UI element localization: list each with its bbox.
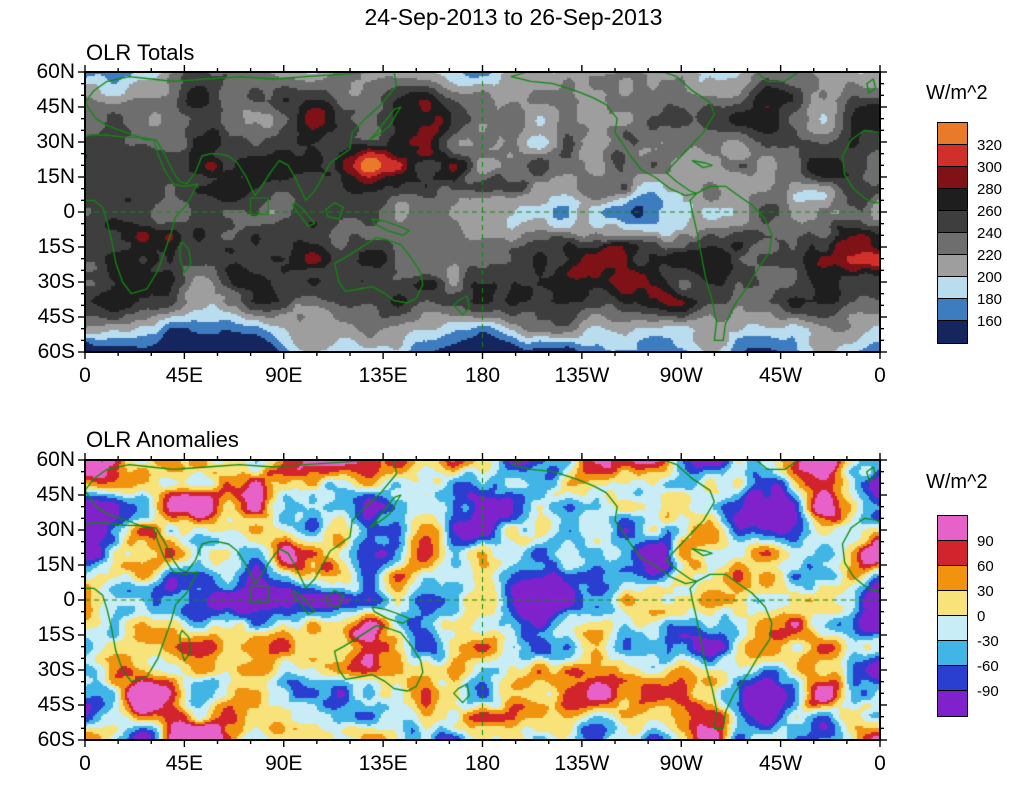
colorbar-cell — [938, 616, 967, 641]
y-tick-label: 15N — [36, 165, 75, 188]
y-tick-label: 45N — [36, 95, 75, 118]
y-tick-label: 60N — [36, 60, 75, 83]
colorbar-tick-label: 30 — [977, 583, 994, 600]
x-tick-label: 45E — [165, 364, 204, 387]
colorbar-cell — [938, 691, 967, 716]
colorbar-cell — [938, 189, 967, 211]
x-tick-label: 0 — [874, 752, 886, 775]
x-tick-label: 90W — [659, 364, 703, 387]
x-tick-label: 180 — [464, 364, 501, 387]
colorbar-cell — [938, 277, 967, 299]
colorbar-cell — [938, 566, 967, 591]
colorbar-cell — [938, 255, 967, 277]
colorbar-cell — [938, 211, 967, 233]
colorbar-tick-label: 320 — [977, 137, 1003, 154]
colorbar-tick-label: 240 — [977, 225, 1003, 242]
colorbar-totals — [937, 122, 968, 344]
colorbar-tick-label: 90 — [977, 533, 994, 550]
x-tick-label: 45W — [759, 364, 803, 387]
colorbar-cell — [938, 516, 967, 541]
colorbar-tick-label: 60 — [977, 558, 994, 575]
colorbar-cell — [938, 167, 967, 189]
colorbar-cell — [938, 591, 967, 616]
y-tick-label: 45S — [37, 305, 75, 328]
y-tick-label: 60S — [37, 728, 75, 751]
y-tick-label: 60N — [36, 448, 75, 471]
x-tick-label: 180 — [464, 752, 501, 775]
colorbar-tick-label: -90 — [977, 683, 999, 700]
colorbar-anomalies — [937, 515, 968, 717]
colorbar-tick-label: 0 — [977, 608, 986, 625]
x-tick-label: 135W — [554, 752, 610, 775]
colorbar-cell — [938, 123, 967, 145]
colorbar-unit-label-anomalies: W/m^2 — [926, 471, 988, 493]
colorbar-cell — [938, 666, 967, 691]
colorbar-tick-label: 200 — [977, 269, 1003, 286]
y-tick-label: 15S — [37, 623, 75, 646]
panel-title-totals: OLR Totals — [86, 40, 195, 65]
colorbar-cell — [938, 299, 967, 321]
y-tick-label: 30S — [37, 270, 75, 293]
y-tick-label: 30N — [36, 130, 75, 153]
x-tick-label: 135E — [358, 364, 408, 387]
y-tick-label: 45S — [37, 693, 75, 716]
y-tick-label: 45N — [36, 483, 75, 506]
y-tick-label: 30N — [36, 518, 75, 541]
x-tick-label: 45W — [759, 752, 803, 775]
y-tick-label: 15N — [36, 553, 75, 576]
colorbar-tick-label: 300 — [977, 159, 1003, 176]
panel-title-anomalies: OLR Anomalies — [86, 427, 239, 452]
x-tick-label: 135E — [358, 752, 408, 775]
x-tick-label: 45E — [165, 752, 204, 775]
olr-anomalies-map-canvas — [85, 460, 880, 740]
y-tick-label: 30S — [37, 658, 75, 681]
colorbar-cell — [938, 233, 967, 255]
y-tick-label: 0 — [63, 200, 75, 223]
colorbar-tick-label: -60 — [977, 658, 999, 675]
colorbar-cell — [938, 541, 967, 566]
y-tick-label: 60S — [37, 340, 75, 363]
colorbar-tick-label: 180 — [977, 291, 1003, 308]
y-tick-label: 0 — [63, 588, 75, 611]
colorbar-tick-label: 260 — [977, 203, 1003, 220]
x-tick-label: 90E — [265, 364, 303, 387]
colorbar-tick-label: 220 — [977, 247, 1003, 264]
figure-title: 24-Sep-2013 to 26-Sep-2013 — [364, 4, 663, 30]
x-tick-label: 0 — [79, 364, 91, 387]
colorbar-unit-label-totals: W/m^2 — [926, 82, 988, 104]
x-tick-label: 90E — [265, 752, 303, 775]
colorbar-tick-label: 160 — [977, 313, 1003, 330]
colorbar-cell — [938, 641, 967, 666]
x-tick-label: 0 — [874, 364, 886, 387]
y-tick-label: 15S — [37, 235, 75, 258]
x-tick-label: 0 — [79, 752, 91, 775]
x-tick-label: 90W — [659, 752, 703, 775]
x-tick-label: 135W — [554, 364, 610, 387]
colorbar-tick-label: 280 — [977, 181, 1003, 198]
colorbar-cell — [938, 145, 967, 167]
colorbar-cell — [938, 321, 967, 343]
colorbar-tick-label: -30 — [977, 633, 999, 650]
